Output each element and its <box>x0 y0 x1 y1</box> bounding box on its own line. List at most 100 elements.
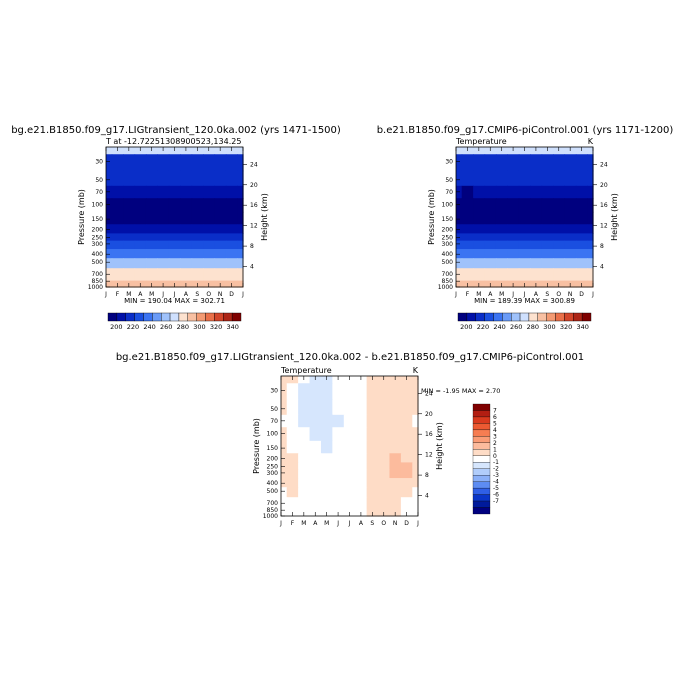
x-tick-label: F <box>291 520 295 527</box>
colorbar-swatch <box>472 475 491 482</box>
heatmap-cell <box>180 268 193 282</box>
heatmap-cell <box>400 469 413 479</box>
colorbar-label: 3 <box>493 433 497 440</box>
heatmap-cell <box>400 440 413 454</box>
heatmap-cell <box>343 469 356 479</box>
x-tick-label: A <box>184 291 189 298</box>
heatmap-cell <box>237 240 244 250</box>
heatmap-cell <box>541 224 554 234</box>
heatmap-cell <box>298 469 311 479</box>
x-tick-label: D <box>404 520 409 527</box>
heatmap-cell <box>191 233 204 242</box>
heatmap-cell <box>456 240 463 250</box>
heatmap-cell <box>473 258 486 269</box>
heatmap-cell <box>286 487 299 498</box>
heatmap-cell <box>203 258 216 269</box>
heatmap-cell <box>587 170 594 187</box>
stats-text: MIN = 190.04 MAX = 302.71 <box>124 297 225 305</box>
y-axis-label: Pressure (mb) <box>427 189 436 245</box>
heatmap-cell <box>106 240 113 250</box>
heatmap-cell <box>553 147 566 155</box>
y-tick-label: 300 <box>267 470 279 477</box>
heatmap-cell <box>507 249 520 259</box>
y2-tick-label: 24 <box>425 390 433 397</box>
heatmap-cell <box>320 462 333 471</box>
heatmap-cell <box>214 170 227 187</box>
colorbar-label: 320 <box>210 323 222 331</box>
heatmap-cell <box>461 147 474 155</box>
colorbar-swatch <box>472 494 491 502</box>
heatmap-cell <box>237 233 244 242</box>
heatmap-cell <box>157 258 170 269</box>
heatmap-cell <box>180 211 193 225</box>
heatmap-cell <box>134 198 147 213</box>
colorbar-swatch <box>573 312 583 322</box>
x-tick-label: O <box>381 520 386 527</box>
heatmap-cell <box>507 154 520 172</box>
heatmap-cell <box>366 453 379 463</box>
heatmap-cell <box>180 198 193 213</box>
heatmap-cell <box>575 170 588 187</box>
heatmap-cell <box>309 487 322 498</box>
heatmap-cell <box>518 198 531 213</box>
y-tick-label: 70 <box>445 189 453 196</box>
heatmap-cell <box>332 453 345 463</box>
heatmap-cell <box>180 185 193 199</box>
heatmap-cell <box>168 154 181 172</box>
colorbar-label: 340 <box>576 323 588 331</box>
heatmap-cell <box>456 258 463 269</box>
heatmap-cell <box>495 258 508 269</box>
colorbar-swatch <box>484 312 494 322</box>
heatmap-cell <box>518 268 531 282</box>
heatmap-cell <box>320 383 333 401</box>
heatmap-cell <box>111 211 124 225</box>
heatmap-cell <box>587 268 594 282</box>
heatmap-cell <box>157 211 170 225</box>
y-tick-label: 850 <box>267 507 279 514</box>
colorbar-swatch <box>472 449 491 456</box>
heatmap-cell <box>507 224 520 234</box>
x-tick-label: J <box>336 520 339 527</box>
heatmap-cell <box>145 233 158 242</box>
colorbar-swatch <box>152 312 162 322</box>
x-tick-label: F <box>466 291 470 298</box>
colorbar-swatch <box>160 312 171 322</box>
heatmap-cell <box>123 211 136 225</box>
heatmap-cell <box>343 383 356 401</box>
heatmap-cell <box>484 198 497 213</box>
heatmap-cell <box>320 453 333 463</box>
x-tick-label: S <box>370 520 374 527</box>
heatmap-cell <box>355 509 368 517</box>
colorbar: 200 220 240 260 280 300 320 340 <box>107 312 242 331</box>
colorbar-swatch <box>214 312 224 322</box>
heatmap-cell <box>157 224 170 234</box>
heatmap-cell <box>191 224 204 234</box>
colorbar-swatch <box>223 312 233 322</box>
y-axis-label: Pressure (mb) <box>77 189 86 245</box>
heatmap-cell <box>134 170 147 187</box>
heatmap-cell <box>412 399 419 416</box>
heatmap-cell <box>461 240 474 250</box>
heatmap-cell <box>309 427 322 442</box>
x-tick-label: J <box>173 291 176 298</box>
colorbar-swatch <box>475 312 485 322</box>
heatmap-cell <box>111 224 124 234</box>
y2-tick-label: 24 <box>600 161 608 168</box>
heatmap-cell <box>225 170 238 187</box>
heatmap-cell <box>111 233 124 242</box>
heatmap-cell <box>281 469 288 479</box>
y-tick-label: 850 <box>442 278 454 285</box>
colorbar-label: 6 <box>493 414 497 421</box>
heatmap-cell <box>412 462 419 471</box>
heatmap-cell <box>518 224 531 234</box>
heatmap-cell <box>145 224 158 234</box>
x-tick-label: O <box>206 291 211 298</box>
heatmap-cell <box>281 427 288 442</box>
heatmap-cell <box>553 185 566 199</box>
heatmap-cell <box>541 249 554 259</box>
heatmap-cell <box>366 414 379 428</box>
heatmap-cell <box>575 154 588 172</box>
heatmap-cell <box>553 224 566 234</box>
y-tick-label: 850 <box>92 278 104 285</box>
